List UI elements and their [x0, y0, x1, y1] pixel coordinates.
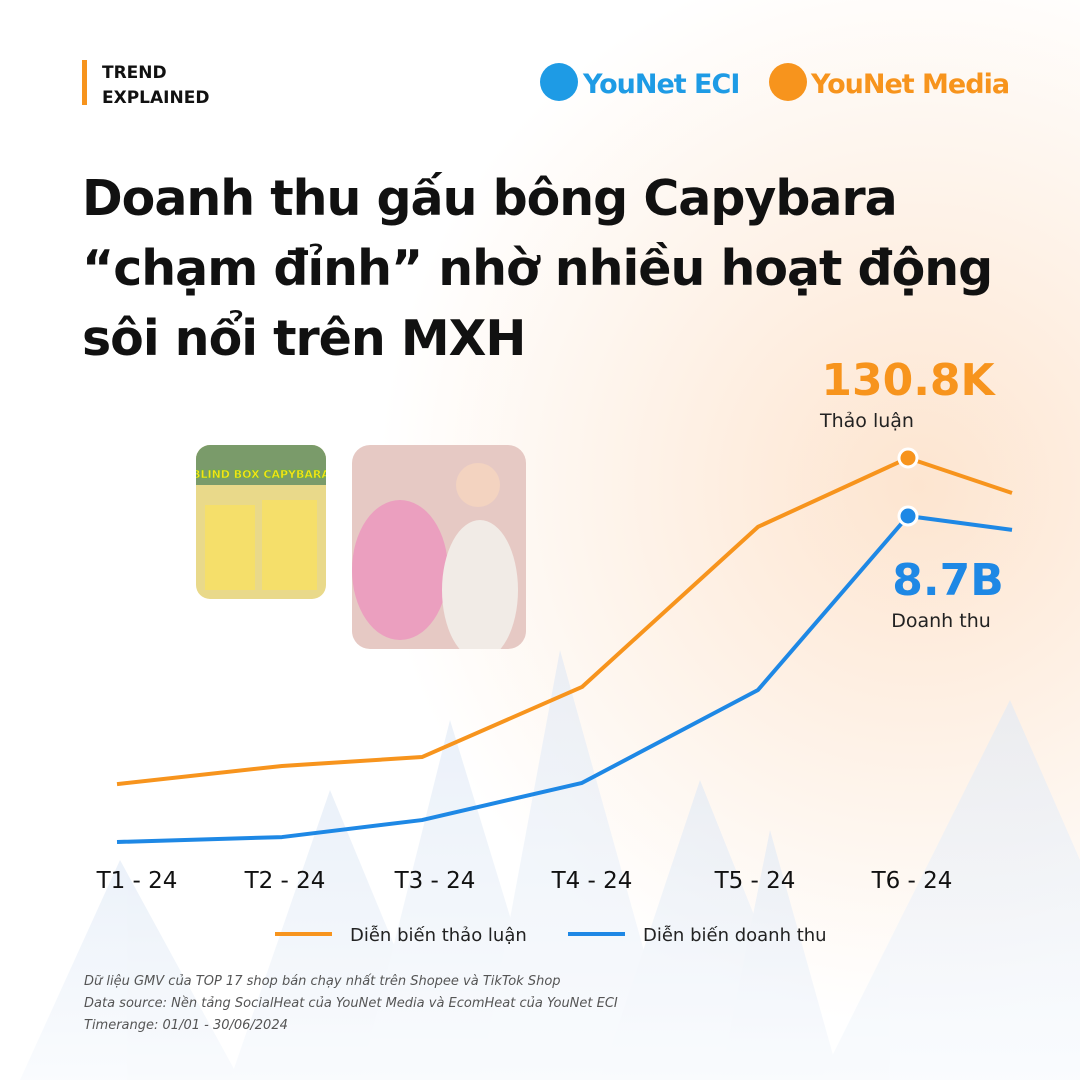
value-label: 130.8K [821, 355, 996, 406]
image-caption: BLIND BOX CAPYBARA [192, 468, 330, 481]
title: “chạm đỉnh” nhờ nhiều hoạt động [82, 240, 992, 297]
note: Data source: Nền tảng SocialHeat của You… [84, 996, 618, 1011]
peak-marker [897, 505, 919, 527]
legend-label: Diễn biến thảo luận [350, 925, 527, 946]
mountains [20, 650, 1080, 1080]
title: sôi nổi trên MXH [82, 309, 525, 367]
logo-icon [769, 63, 807, 101]
value-caption: Thảo luận [819, 410, 914, 432]
photo [352, 445, 526, 649]
x-tick-label: T2 - 24 [244, 868, 326, 894]
logo: YouNet Media [810, 69, 1009, 100]
legend-label: Diễn biến doanh thu [643, 925, 827, 946]
value-label: 8.7B [892, 555, 1003, 606]
peak-marker [897, 447, 919, 469]
x-tick-label: T4 - 24 [551, 868, 633, 894]
note: Dữ liệu GMV của TOP 17 shop bán chạy nhấ… [84, 974, 561, 989]
logo-icon [540, 63, 578, 101]
tag: TREND [102, 63, 167, 83]
x-tick-label: T1 - 24 [96, 868, 178, 894]
x-tick-label: T5 - 24 [714, 868, 796, 894]
x-tick-label: T6 - 24 [871, 868, 953, 894]
title: Doanh thu gấu bông Capybara [82, 170, 897, 227]
note: Timerange: 01/01 - 30/06/2024 [84, 1018, 288, 1033]
x-tick-label: T3 - 24 [394, 868, 476, 894]
photo: BLIND BOX CAPYBARA [192, 445, 330, 599]
tag: EXPLAINED [102, 88, 209, 108]
value-caption: Doanh thu [891, 610, 991, 632]
logo: YouNet ECI [582, 69, 739, 100]
chart: T1 - 24 T2 - 24 T3 - 24 T4 - 24 T5 - 24 T6 - … [96, 355, 1013, 946]
tag-bar [82, 60, 87, 105]
